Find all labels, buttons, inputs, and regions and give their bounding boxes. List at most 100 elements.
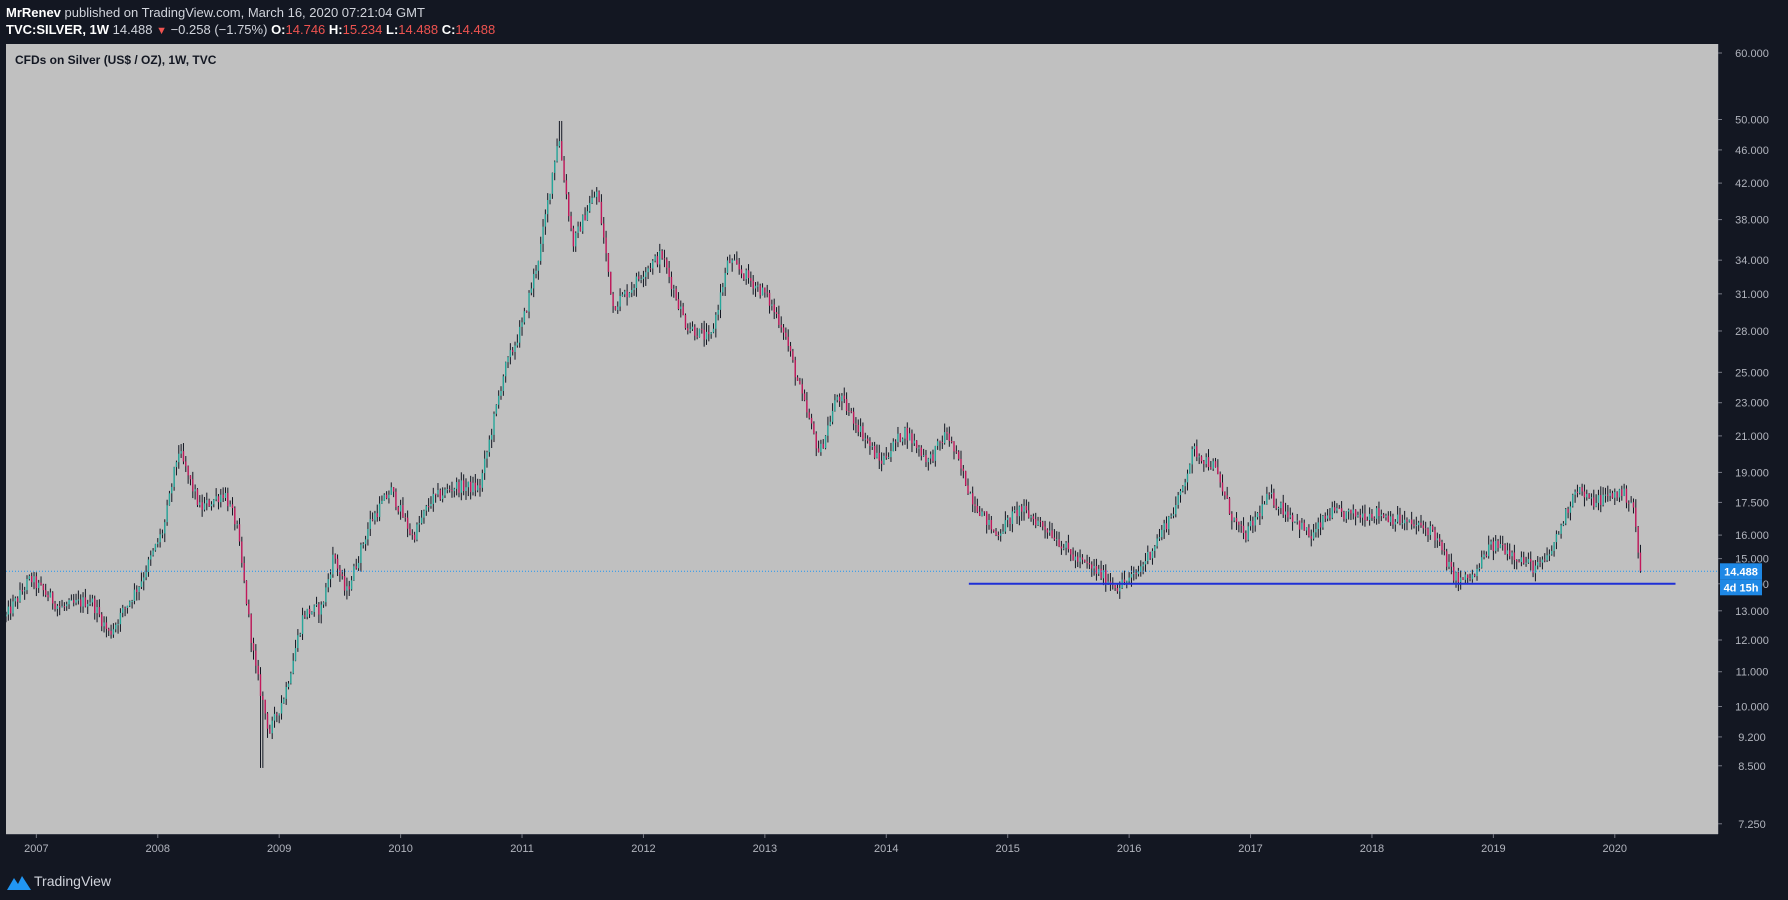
open-label: O:: [271, 22, 286, 37]
candle-body: [1625, 488, 1628, 503]
candle-body: [1499, 544, 1502, 548]
candle-body: [908, 433, 911, 441]
candle-body: [152, 550, 154, 556]
candle-body: [904, 427, 906, 439]
candle-body: [465, 487, 467, 491]
candle-body: [1142, 564, 1144, 567]
candle-body: [1256, 513, 1259, 518]
candle-body: [30, 576, 33, 583]
candle-body: [206, 500, 208, 504]
candle-body: [516, 342, 519, 346]
candle-body: [1198, 456, 1200, 458]
candle-body: [101, 614, 103, 627]
candle-body: [1011, 511, 1014, 525]
candle-body: [1593, 497, 1595, 507]
candle-body: [154, 544, 157, 551]
candle-body: [997, 534, 1000, 536]
candle-body: [901, 438, 904, 442]
plot-area[interactable]: [6, 44, 1718, 834]
candle-body: [1583, 491, 1586, 498]
candle-body: [1247, 526, 1249, 540]
candle-body: [1056, 539, 1058, 541]
y-tick-label: 16.000: [1735, 530, 1769, 542]
last-price-label: 14.488: [1724, 566, 1758, 578]
candle-body: [42, 584, 45, 591]
candle-body: [1289, 515, 1291, 518]
candle-body: [654, 256, 656, 261]
candle-body: [754, 285, 757, 289]
candle-body: [409, 528, 411, 534]
candle-body: [1035, 519, 1037, 526]
candle-body: [1595, 502, 1597, 507]
candle-body: [906, 427, 908, 441]
candle-body: [437, 489, 439, 495]
candle-body: [533, 273, 535, 289]
candle-body: [1511, 552, 1513, 557]
tradingview-brand[interactable]: TradingView: [34, 873, 112, 889]
candle-body: [747, 270, 750, 279]
candle-body: [694, 326, 696, 336]
candle-body: [14, 598, 17, 602]
candle-body: [712, 328, 715, 333]
candle-body: [105, 622, 108, 629]
candle-body: [918, 447, 920, 449]
candle-body: [1105, 570, 1107, 585]
candle-body: [1345, 511, 1347, 519]
candle-body: [656, 256, 659, 265]
candle-body: [1394, 521, 1397, 525]
candle-body: [479, 485, 481, 488]
candle-body: [40, 582, 42, 585]
candle-body: [785, 332, 787, 337]
candle-body: [1469, 577, 1471, 580]
candle-body: [969, 493, 972, 495]
candle-body: [325, 587, 327, 603]
candle-body: [890, 451, 892, 458]
candle-body: [467, 481, 470, 488]
candle-body: [1212, 461, 1214, 469]
candle-body: [1385, 515, 1387, 518]
time-axis[interactable]: [6, 834, 1718, 864]
candle-body: [182, 451, 185, 462]
symbol-label[interactable]: TVC:SILVER, 1W: [6, 22, 110, 37]
candle-body: [1170, 515, 1172, 517]
candle-body: [115, 624, 117, 630]
candle-body: [1490, 541, 1492, 545]
candle-body: [682, 306, 684, 316]
candle-body: [633, 287, 635, 290]
candle-body: [1558, 533, 1560, 535]
candle-body: [1305, 527, 1308, 531]
candle-body: [460, 480, 463, 493]
candle-body: [999, 533, 1002, 536]
candle-body: [131, 601, 133, 603]
candle-body: [507, 357, 509, 363]
author-name[interactable]: MrRenev: [6, 5, 61, 20]
candle-body: [33, 576, 35, 583]
candle-body: [318, 604, 320, 615]
x-tick-label: 2019: [1481, 843, 1505, 855]
candle-body: [591, 197, 593, 203]
chart-panel[interactable]: CFDs on Silver (US$ / OZ), 1W, TVC 7.250 8…: [5, 44, 1788, 864]
candle-body: [161, 533, 164, 535]
candle-body: [1140, 566, 1142, 572]
candle-body: [1352, 509, 1354, 514]
candle-body: [404, 517, 406, 519]
candle-body: [1459, 577, 1462, 583]
candle-body: [1473, 574, 1476, 577]
candle-body: [1427, 528, 1429, 536]
candle-body: [136, 589, 138, 593]
candle-body: [565, 180, 568, 195]
tradingview-logo-icon[interactable]: [7, 874, 31, 890]
candle-body: [1497, 540, 1499, 548]
candle-body: [1420, 522, 1422, 526]
candle-body: [369, 519, 371, 529]
price-chart[interactable]: CFDs on Silver (US$ / OZ), 1W, TVC 7.250 8…: [5, 44, 1788, 864]
price-axis[interactable]: [1718, 44, 1788, 834]
x-tick-label: 2009: [267, 843, 291, 855]
candle-body: [740, 269, 743, 274]
candle-body: [292, 660, 294, 674]
candle-body: [1116, 588, 1119, 592]
candle-body: [68, 599, 70, 605]
close-label: C:: [441, 22, 456, 37]
candles[interactable]: [5, 120, 1642, 768]
candle-body: [1371, 513, 1373, 518]
